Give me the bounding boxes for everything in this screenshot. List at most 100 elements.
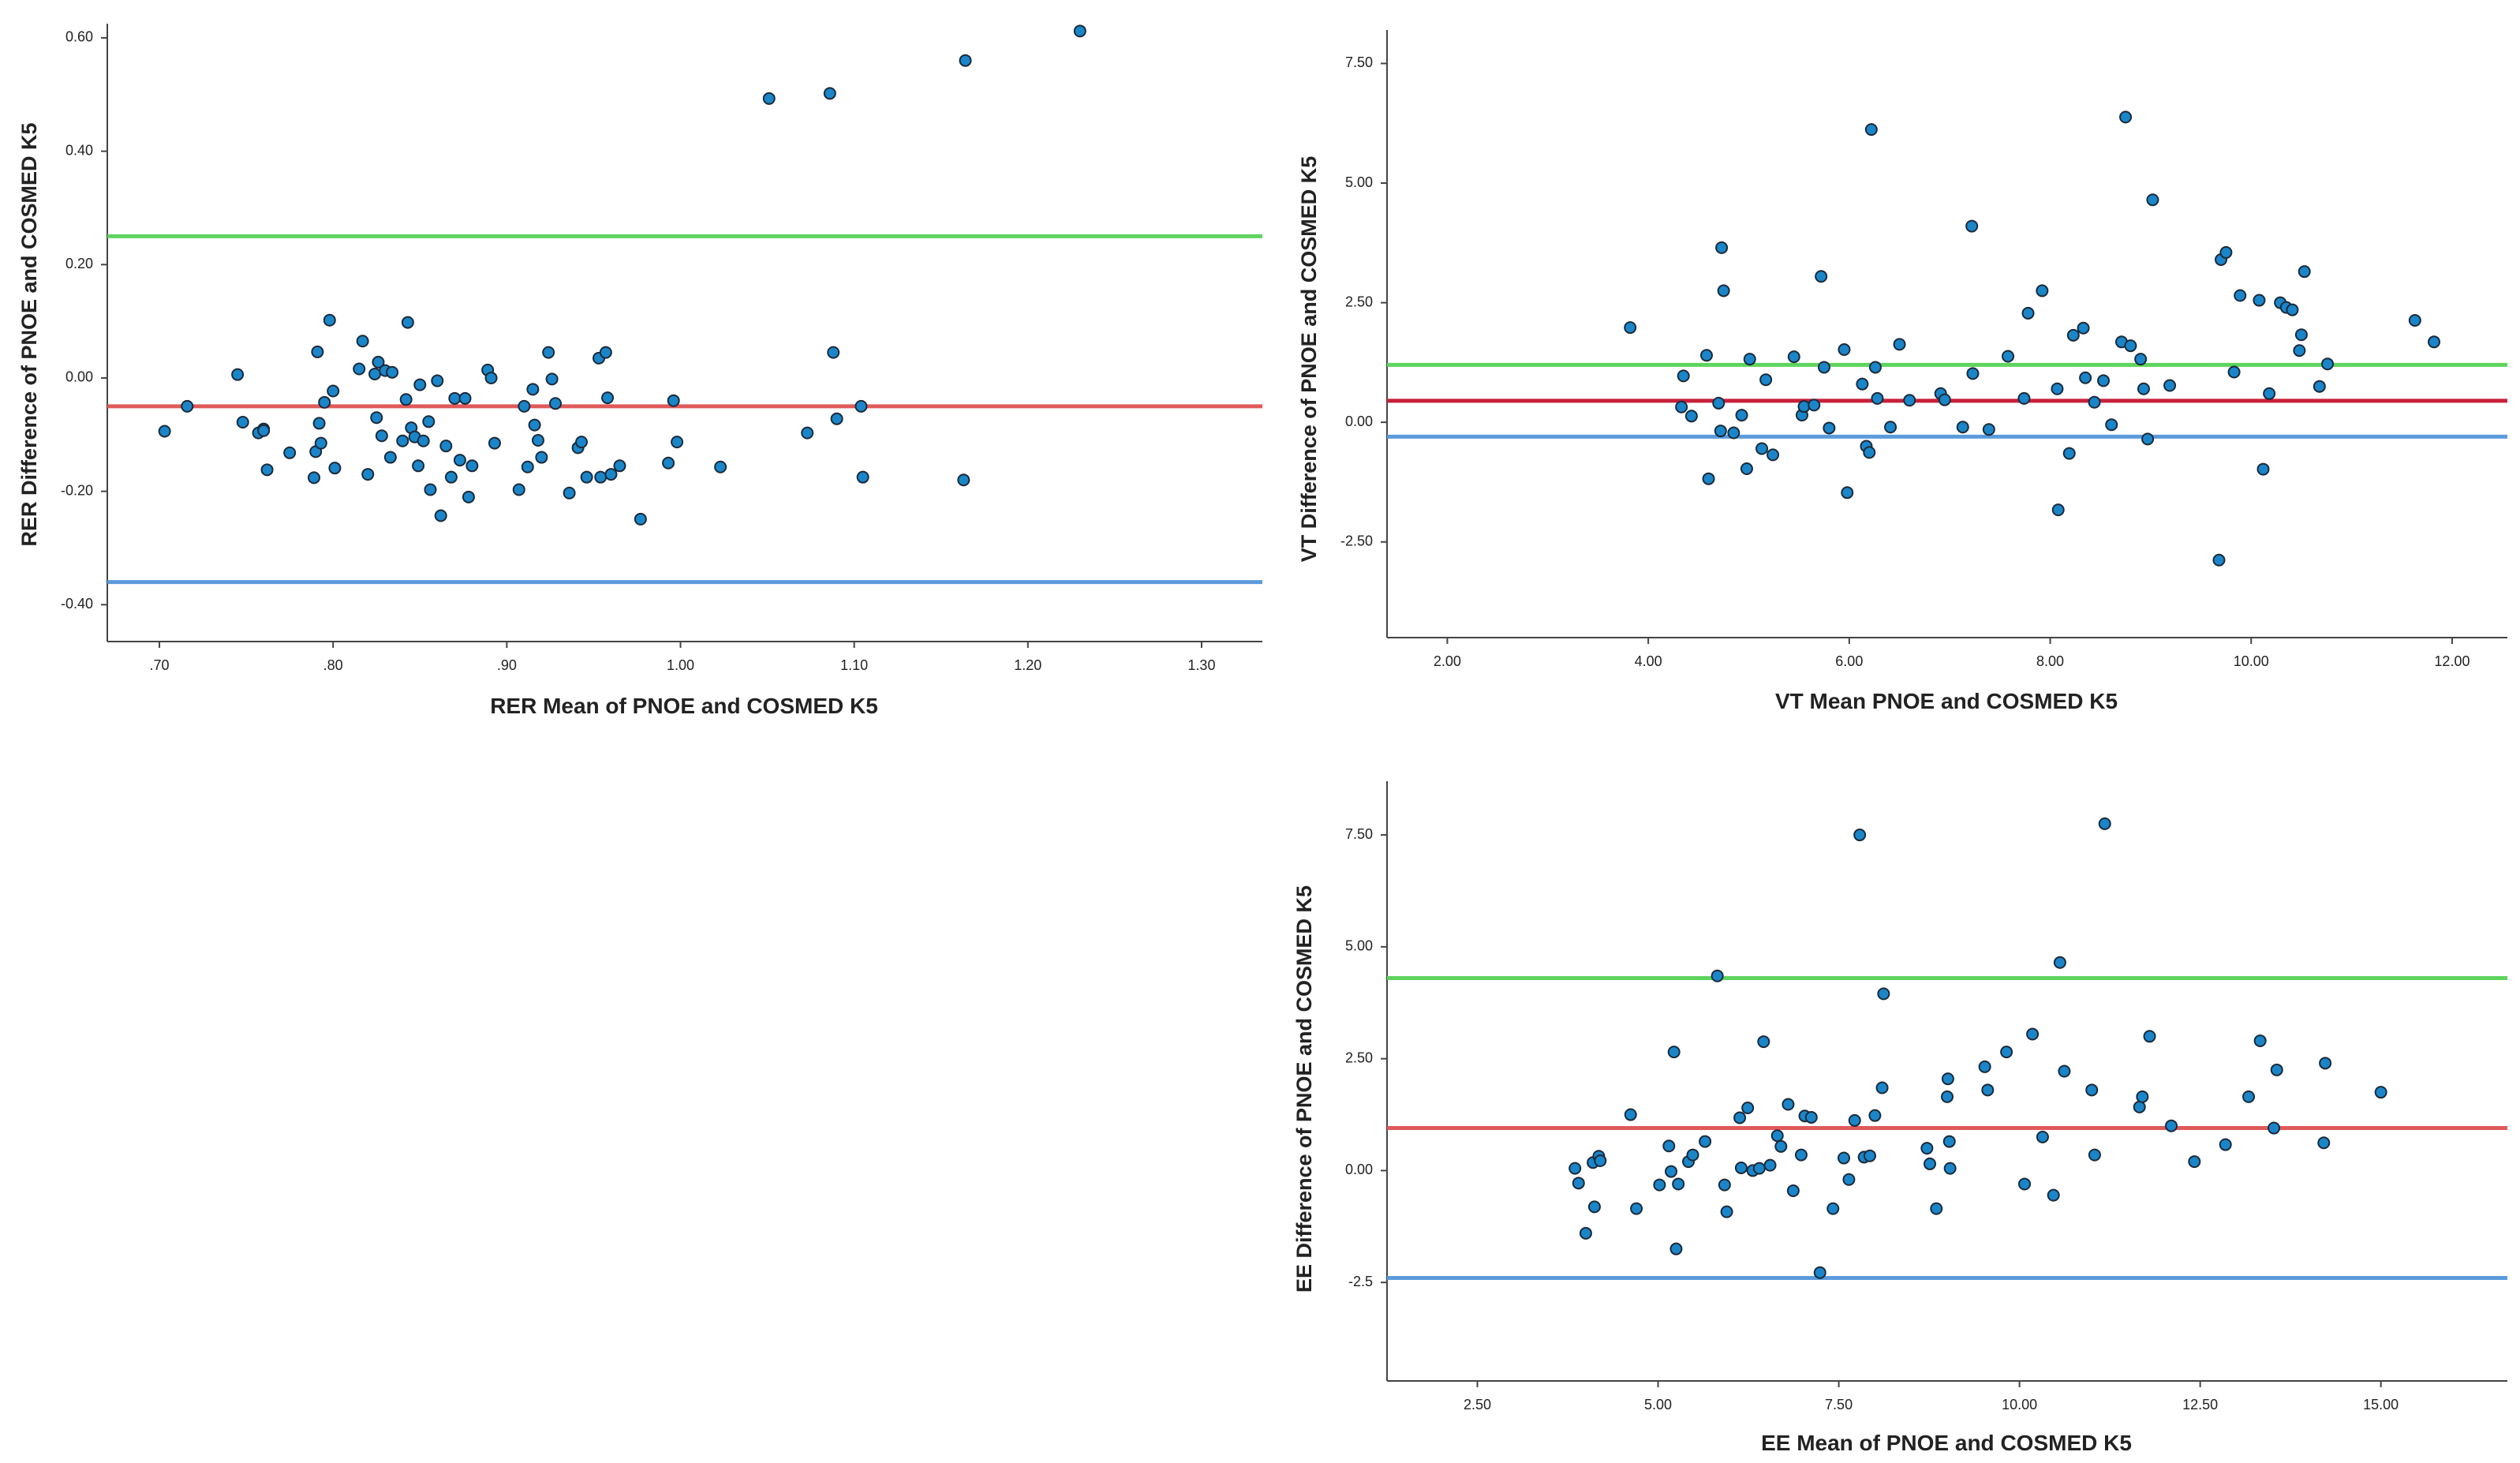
vt-y-tick-label: 2.50 (1345, 294, 1373, 309)
rer-data-point (535, 451, 548, 464)
vt-data-point (2212, 553, 2226, 567)
ee-data-point (1579, 1226, 1592, 1240)
rer-data-point (444, 470, 458, 484)
rer-data-point (353, 362, 366, 376)
ee-x-tick-label: 15.00 (2363, 1397, 2398, 1412)
ee-data-point (1665, 1165, 1678, 1178)
ee-data-point (1594, 1154, 1607, 1167)
vt-data-point (2312, 380, 2326, 393)
rer-data-point (671, 436, 684, 449)
ee-data-point (2000, 1046, 2013, 1059)
rer-data-point (413, 378, 427, 391)
ee-data-point (1718, 1178, 1731, 1192)
ee-data-point (1686, 1148, 1699, 1162)
ee-data-point (2268, 1121, 2281, 1135)
ee-data-point (1568, 1162, 1582, 1175)
ee-data-point (1667, 1046, 1681, 1059)
vt-data-point (1864, 123, 1878, 137)
vt-data-point (1727, 426, 1740, 440)
vt-data-point (2298, 265, 2311, 279)
ee-data-point (1653, 1178, 1666, 1192)
vt-data-point (1817, 361, 1830, 374)
vt-data-point (1797, 400, 1811, 413)
ee-data-point (2053, 956, 2066, 969)
vt-data-point (2321, 357, 2335, 371)
rer-data-point (601, 391, 615, 405)
ee-x-tick-label: 2.50 (1464, 1397, 1491, 1412)
vt-data-point (2017, 391, 2031, 405)
rer-data-point (465, 459, 479, 473)
vt-data-point (1841, 486, 1854, 500)
ee-data-point (1942, 1135, 1956, 1148)
rer-data-point (634, 512, 647, 526)
ee-data-point (2047, 1188, 2060, 1202)
ee-data-point (1630, 1202, 1643, 1215)
ee-data-point (2270, 1063, 2283, 1076)
vt-data-point (2077, 321, 2090, 335)
vt-data-point (2124, 339, 2137, 353)
rer-data-point (528, 418, 541, 432)
ee-data-point (1699, 1135, 1712, 1148)
ee-data-point (1924, 1157, 1937, 1170)
vt-data-point (2021, 306, 2035, 320)
ee-data-point (1837, 1151, 1850, 1165)
rer-y-axis-title: RER Difference of PNOE and COSMED K5 (17, 122, 41, 546)
ee-data-point (1930, 1202, 1943, 1215)
ee-data-point (1786, 1184, 1800, 1197)
vt-data-point (1823, 421, 1836, 435)
rer-data-point (311, 345, 324, 358)
vt-data-point (2119, 110, 2133, 124)
rer-data-point (518, 399, 531, 413)
vt-x-tick-label: 6.00 (1835, 653, 1863, 669)
ee-data-point (1711, 969, 1724, 982)
rer-x-tick-label: .80 (323, 657, 343, 673)
rer-data-point (526, 383, 540, 396)
ee-y-axis-title: EE Difference of PNOE and COSMED K5 (1292, 885, 1316, 1293)
ee-data-point (1587, 1200, 1601, 1214)
ee-y-tick-label: -2.5 (1348, 1274, 1373, 1289)
rer-data-point (375, 429, 388, 443)
ee-data-point (1804, 1110, 1818, 1124)
vt-y-tick-label: 0.00 (1345, 413, 1373, 429)
rer-data-point (548, 397, 562, 410)
ee-x-tick-label: 7.50 (1825, 1397, 1853, 1412)
vt-data-point (1982, 423, 1995, 436)
rer-data-point (372, 355, 385, 369)
vt-data-point (1677, 369, 1690, 383)
rer-data-point (412, 459, 425, 473)
rer-data-point (318, 395, 331, 409)
rer-x-tick-label: 1.10 (840, 657, 868, 673)
rer-x-tick-label: 1.30 (1187, 657, 1215, 673)
vt-x-axis-title: VT Mean PNOE and COSMED K5 (1775, 689, 2118, 713)
rer-data-point (484, 371, 498, 384)
vt-data-point (1884, 421, 1897, 434)
vt-data-point (2293, 344, 2306, 357)
rer-data-point (830, 412, 843, 425)
rer-data-point (434, 509, 447, 522)
ee-data-point (1669, 1242, 1683, 1255)
vt-data-point (2141, 432, 2155, 446)
rer-data-point (531, 433, 544, 447)
ee-data-point (1920, 1142, 1934, 1155)
rer-data-point (370, 411, 383, 425)
vt-y-tick-label: -2.50 (1340, 533, 1373, 548)
ee-data-point (1720, 1205, 1733, 1218)
vt-data-point (1759, 373, 1773, 387)
ee-data-point (1763, 1158, 1777, 1172)
rer-y-tick-label: 0.40 (65, 142, 93, 158)
rer-data-point (439, 440, 453, 453)
ee-data-point (2018, 1177, 2032, 1191)
vt-data-point (1868, 361, 1882, 374)
vt-x-tick-label: 4.00 (1635, 653, 1662, 669)
vt-data-point (1767, 448, 1780, 462)
ee-x-tick-label: 12.50 (2182, 1397, 2218, 1412)
ee-data-point (1868, 1109, 1882, 1122)
rer-data-point (368, 367, 382, 380)
rer-data-point (823, 87, 836, 100)
ee-x-tick-label: 10.00 (2002, 1397, 2037, 1412)
rer-data-point (563, 486, 576, 500)
rer-y-tick-label: 0.00 (65, 369, 93, 385)
vt-data-point (1702, 472, 1715, 485)
ee-y-tick-label: 5.00 (1345, 938, 1373, 954)
rer-data-point (613, 459, 626, 473)
